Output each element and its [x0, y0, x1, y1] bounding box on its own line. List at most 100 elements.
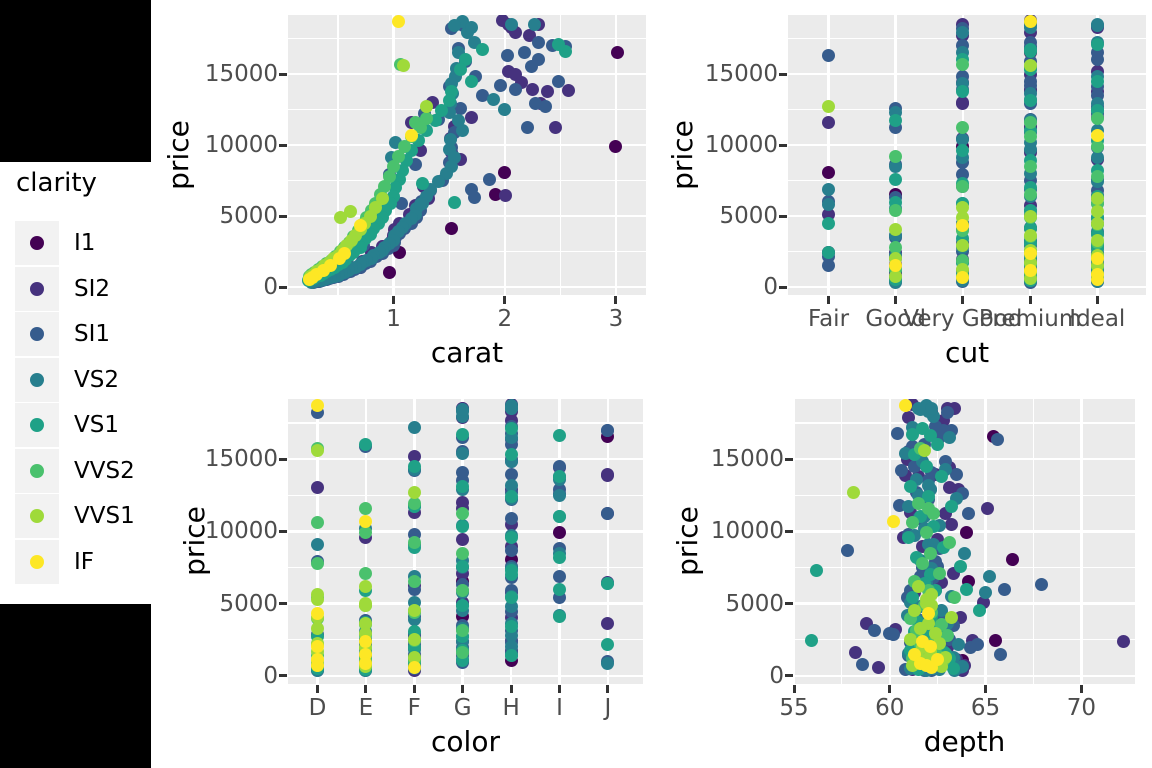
tick-label-y: 15000	[204, 446, 278, 473]
gridline-major	[288, 143, 646, 147]
data-point	[504, 401, 518, 415]
data-point	[487, 93, 501, 107]
data-point	[919, 526, 933, 540]
data-point	[979, 585, 993, 599]
tick-label-y: 10000	[204, 132, 278, 158]
data-point	[871, 661, 885, 675]
data-point	[476, 88, 490, 102]
data-point	[1090, 74, 1104, 88]
legend-label: IF	[74, 548, 95, 575]
data-point	[944, 610, 958, 624]
tick-label-y: 5000	[725, 590, 784, 617]
tick-label-x: 60	[875, 695, 905, 721]
tick-label-x: 55	[779, 695, 809, 721]
data-point	[1023, 74, 1037, 88]
data-point	[973, 604, 987, 618]
data-point	[397, 58, 411, 72]
data-point	[822, 115, 835, 129]
gridline-major	[503, 15, 507, 295]
data-point	[887, 514, 901, 528]
tick-mark-y	[279, 214, 287, 218]
legend-title: clarity	[16, 168, 97, 198]
data-point	[902, 530, 916, 544]
data-point	[956, 84, 970, 98]
data-point	[456, 427, 470, 441]
data-point	[407, 604, 421, 618]
data-point	[311, 399, 324, 413]
data-point	[504, 468, 518, 482]
data-point	[448, 196, 462, 209]
data-point	[407, 420, 421, 434]
data-point	[1090, 216, 1104, 230]
data-point	[988, 634, 1002, 648]
data-point	[387, 159, 401, 173]
data-point	[889, 240, 903, 254]
data-point	[1023, 209, 1037, 223]
data-point	[456, 507, 470, 521]
data-point	[448, 19, 462, 33]
tick-label-x: D	[308, 695, 327, 721]
data-point	[923, 546, 937, 560]
data-point	[407, 449, 421, 463]
tick-mark-y	[279, 72, 287, 76]
tick-mark-x	[509, 685, 513, 693]
data-point	[444, 84, 458, 98]
data-point	[902, 410, 916, 424]
tick-label-y: 5000	[219, 203, 278, 229]
data-point	[456, 465, 470, 479]
tick-mark-x	[392, 296, 396, 304]
data-point	[407, 632, 421, 646]
data-point	[456, 598, 470, 612]
data-point	[609, 139, 623, 153]
data-point	[407, 497, 421, 511]
tick-label-y: 5000	[219, 590, 278, 617]
data-point	[1090, 128, 1104, 142]
data-point	[434, 104, 448, 118]
data-point	[553, 569, 566, 583]
data-point	[468, 191, 482, 205]
gridline-minor	[841, 399, 843, 684]
data-point	[956, 144, 970, 158]
data-point	[416, 176, 430, 190]
data-point	[1005, 553, 1019, 567]
data-point	[407, 536, 421, 550]
data-point	[898, 399, 912, 413]
data-point	[482, 172, 496, 186]
tick-label-y: 10000	[710, 518, 784, 545]
data-point	[489, 187, 503, 201]
gridline-major	[794, 457, 1135, 461]
data-point	[1023, 264, 1037, 278]
legend-swatch-vs1	[30, 418, 44, 432]
data-point	[504, 511, 518, 525]
data-point	[504, 490, 518, 504]
legend-label: VS1	[74, 412, 119, 438]
data-point	[980, 501, 994, 515]
data-point	[413, 198, 427, 212]
data-point	[961, 507, 975, 521]
tick-mark-y	[279, 529, 287, 533]
data-point	[906, 516, 920, 530]
data-point	[908, 604, 922, 618]
tick-mark-y	[785, 529, 793, 533]
data-point	[311, 607, 324, 621]
data-point	[956, 25, 970, 39]
data-point	[889, 269, 903, 283]
gridline-major	[558, 399, 561, 684]
data-point	[456, 559, 470, 573]
tick-label-x: 65	[970, 695, 1001, 721]
tick-mark-x	[503, 296, 507, 304]
tick-label-x: I	[556, 695, 563, 721]
data-point	[822, 182, 835, 196]
data-point	[359, 616, 373, 630]
data-point	[1023, 58, 1037, 72]
data-point	[302, 272, 316, 286]
gridline-minor	[559, 15, 561, 295]
data-point	[950, 468, 964, 482]
tick-label-y: 0	[263, 662, 278, 689]
tick-mark-y	[779, 214, 787, 218]
data-point	[822, 245, 835, 259]
data-point	[504, 620, 518, 634]
data-point	[1090, 169, 1104, 183]
gridline-major	[288, 214, 646, 218]
data-point	[1090, 19, 1104, 33]
